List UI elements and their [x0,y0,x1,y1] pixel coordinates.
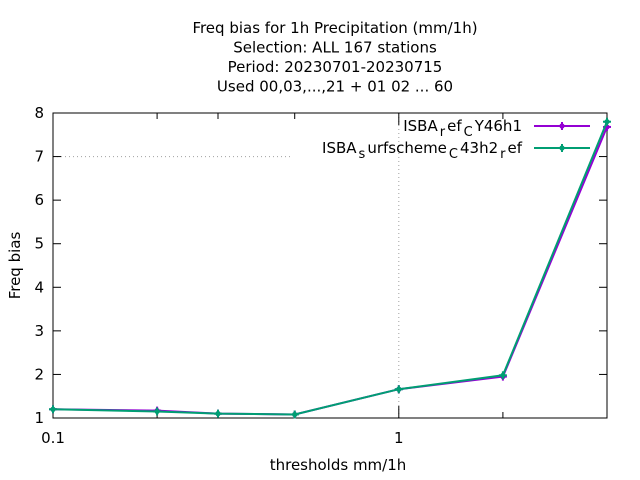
legend-label-part: ef [447,117,462,135]
data-point [603,117,611,126]
data-point [153,407,162,416]
grid-lines [53,113,400,418]
legend-label-part: urfscheme [367,139,447,157]
chart-title: Freq bias for 1h Precipitation (mm/1h) Se… [192,19,477,96]
data-point [498,371,507,380]
legend-label-2: ISBA s urfscheme C 43h2 r ef [322,139,523,162]
legend-label-part: C [464,125,473,140]
legend-label-part: ef [507,139,522,157]
legend-label-part: Y46h1 [474,117,522,135]
y-tick-label: 1 [34,409,44,427]
y-tick-label: 6 [34,191,44,209]
legend-marker-1 [558,122,566,130]
x-tick-label: 0.1 [41,429,65,447]
data-point [49,405,57,414]
y-axis-label: Freq bias [6,232,24,300]
legend-label-part: 43h2 [460,139,498,157]
legend-label-part: ISBA [403,117,438,135]
plot-frame [52,112,608,419]
legend-label-1: ISBA r ef C Y46h1 [403,117,522,140]
title-line-1: Freq bias for 1h Precipitation (mm/1h) [192,19,477,37]
series-line-1 [52,126,608,416]
legend-label-part: ISBA [322,139,357,157]
title-line-3: Period: 20230701-20230715 [228,58,443,76]
y-tick-label: 2 [34,365,44,383]
x-tick-label: 1 [394,429,404,447]
legend-label-part: r [440,125,446,140]
y-tick-label: 5 [34,235,44,253]
legend-label-part: r [500,147,506,162]
data-point [213,409,222,418]
legend-label-part: s [359,147,366,162]
y-tick-label: 3 [34,322,44,340]
series-line-2 [52,121,608,416]
series-layer [49,117,611,419]
title-line-2: Selection: ALL 167 stations [233,39,437,57]
data-point [290,410,299,419]
y-tick-label: 8 [34,104,44,122]
data-point [394,385,403,394]
title-line-4: Used 00,03,...,21 + 01 02 ... 60 [217,78,453,96]
legend-label-part: C [449,147,458,162]
x-axis-label: thresholds mm/1h [270,456,407,474]
legend-marker-2 [558,144,566,152]
y-tick-label: 4 [34,278,44,296]
y-tick-label: 7 [34,148,44,166]
